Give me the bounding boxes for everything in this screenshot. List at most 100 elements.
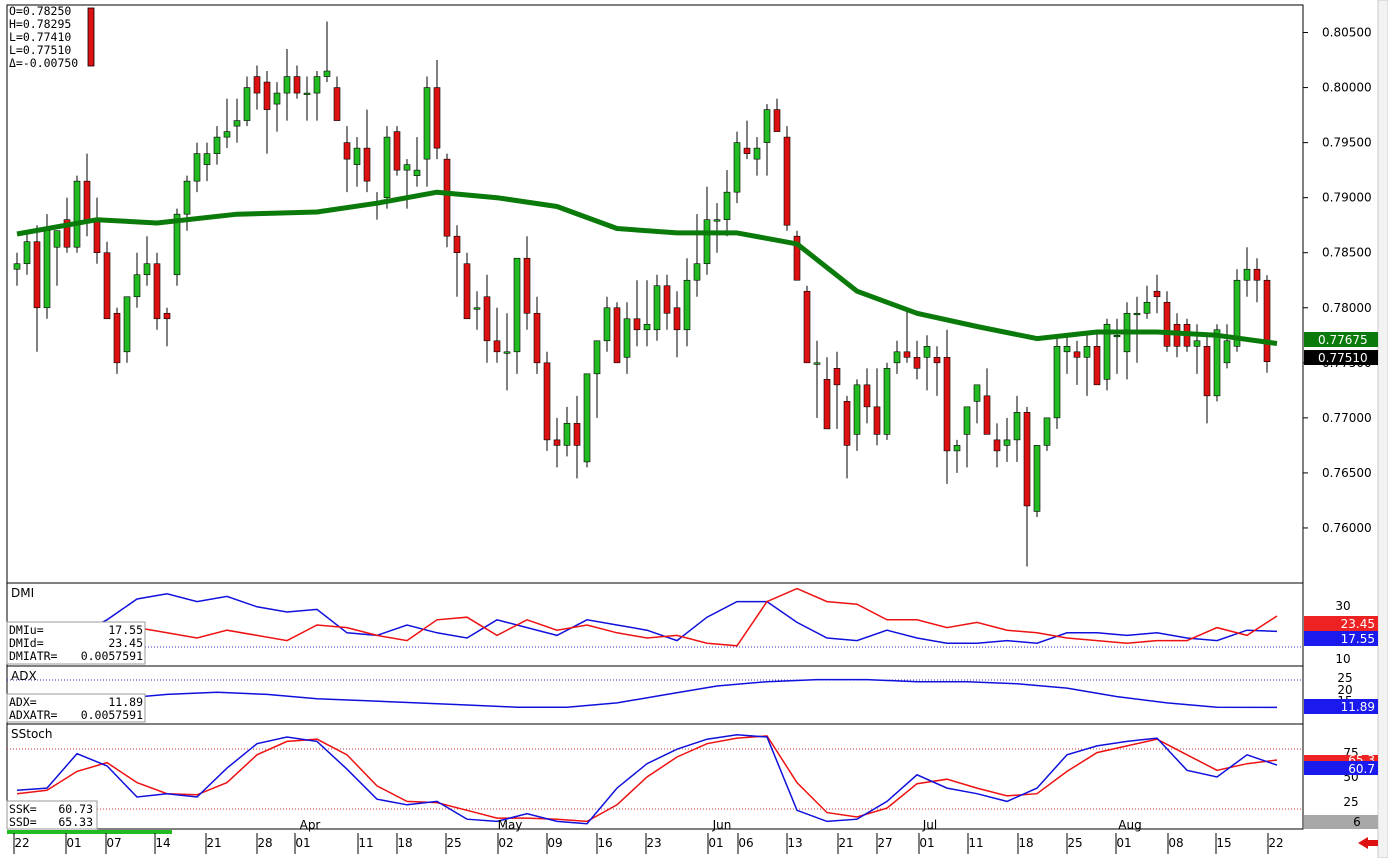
chart-frame [6, 4, 1304, 830]
candle-body [663, 285, 671, 314]
candle-body [1223, 340, 1231, 364]
candle [513, 257, 521, 374]
right-scrollbar[interactable] [1377, 0, 1388, 858]
candle [733, 131, 741, 204]
dmi-plus-badge-text: 17.55 [1341, 632, 1375, 646]
candlestick-series [13, 21, 1271, 567]
candle-body [1263, 279, 1271, 363]
candle-body [1243, 268, 1251, 281]
candle [663, 274, 671, 330]
candle [313, 71, 321, 121]
candle-body [1023, 412, 1031, 507]
candle-body [423, 87, 431, 160]
candle-body [643, 323, 651, 331]
candle-body [343, 142, 351, 160]
candle [1083, 335, 1091, 396]
ma-value-badge-text: 0.77675 [1318, 333, 1368, 347]
dmi-readout-label-1: DMIu= [9, 623, 44, 637]
candle [953, 439, 961, 473]
candle-body [723, 191, 731, 220]
candle [213, 126, 221, 165]
candle-body [773, 109, 781, 132]
candle-body [113, 312, 121, 364]
candle [423, 76, 431, 187]
candle [1263, 275, 1271, 373]
candle-body [513, 257, 521, 353]
candle [913, 340, 921, 380]
scroll-right-arrow-icon[interactable] [1358, 837, 1378, 849]
candle [793, 230, 801, 281]
date-tick-label: 07 [106, 836, 121, 850]
ssd-badge [1304, 755, 1378, 765]
candle-body [563, 423, 571, 446]
candle-body [993, 439, 1001, 452]
readout-high: H=0.78295 [9, 17, 71, 31]
candle [383, 126, 391, 209]
date-tick-label: 18 [1018, 836, 1033, 850]
readout-open: O=0.78250 [9, 4, 71, 18]
adx-badge [1304, 699, 1378, 714]
candle-body [463, 263, 471, 320]
scroll-position-indicator[interactable] [7, 830, 172, 834]
candle-body [313, 76, 321, 94]
candle [673, 291, 681, 358]
candle-body [1203, 345, 1211, 397]
candle-body [553, 439, 561, 446]
adx-readout-value-2: 0.0057591 [81, 708, 143, 722]
candle [273, 82, 281, 132]
candle-body [383, 136, 391, 198]
date-tick-label: 09 [547, 836, 562, 850]
candle-body [713, 219, 721, 222]
candle [53, 230, 61, 286]
adx-readout-label-1: ADX= [9, 695, 37, 709]
candle-body [893, 351, 901, 364]
candle [1253, 258, 1261, 303]
adx-line [16, 678, 1278, 709]
candle [843, 395, 851, 479]
candle [1223, 324, 1231, 369]
dmi-readout-value-2: 23.45 [108, 636, 143, 650]
date-tick-label: 18 [397, 836, 412, 850]
candle [153, 252, 161, 330]
date-tick-label: 27 [877, 836, 892, 850]
candle [853, 379, 861, 451]
candle [113, 307, 121, 374]
candle [283, 49, 291, 121]
candle-body [413, 169, 421, 176]
candle-body [673, 307, 681, 331]
candle [33, 225, 41, 352]
candle [743, 120, 751, 160]
month-label: Jun [712, 818, 732, 832]
candle-body [963, 406, 971, 435]
candle-body [833, 368, 841, 386]
candle-body [213, 136, 221, 154]
candle [1113, 318, 1121, 374]
candle-body [923, 345, 931, 358]
candle-body [623, 318, 631, 358]
dmi-panel-title: DMI [11, 586, 34, 600]
candle [323, 21, 331, 83]
date-tick-label: 01 [919, 836, 934, 850]
candle [993, 423, 1001, 468]
candle-body [193, 153, 201, 182]
candle-body [33, 241, 41, 309]
month-label: Apr [300, 818, 321, 832]
candle [633, 280, 641, 347]
candle-body [53, 230, 61, 248]
candle-body [323, 70, 331, 77]
candle [693, 214, 701, 297]
dmi-plus-line [16, 593, 1278, 644]
candle [883, 362, 891, 440]
month-label: Aug [1118, 818, 1141, 832]
dmi-readout-value-1: 17.55 [108, 623, 143, 637]
candle [163, 307, 171, 347]
dmi-axis-tick-30: 30 [1335, 599, 1350, 613]
candle-body [223, 131, 231, 138]
candle [493, 307, 501, 363]
candle-body [943, 357, 951, 452]
candle-body [293, 76, 301, 94]
sstoch-axis-tick-25: 25 [1343, 795, 1358, 809]
candle [103, 241, 111, 320]
date-axis-bar [7, 830, 1303, 854]
candle-body [273, 92, 281, 105]
